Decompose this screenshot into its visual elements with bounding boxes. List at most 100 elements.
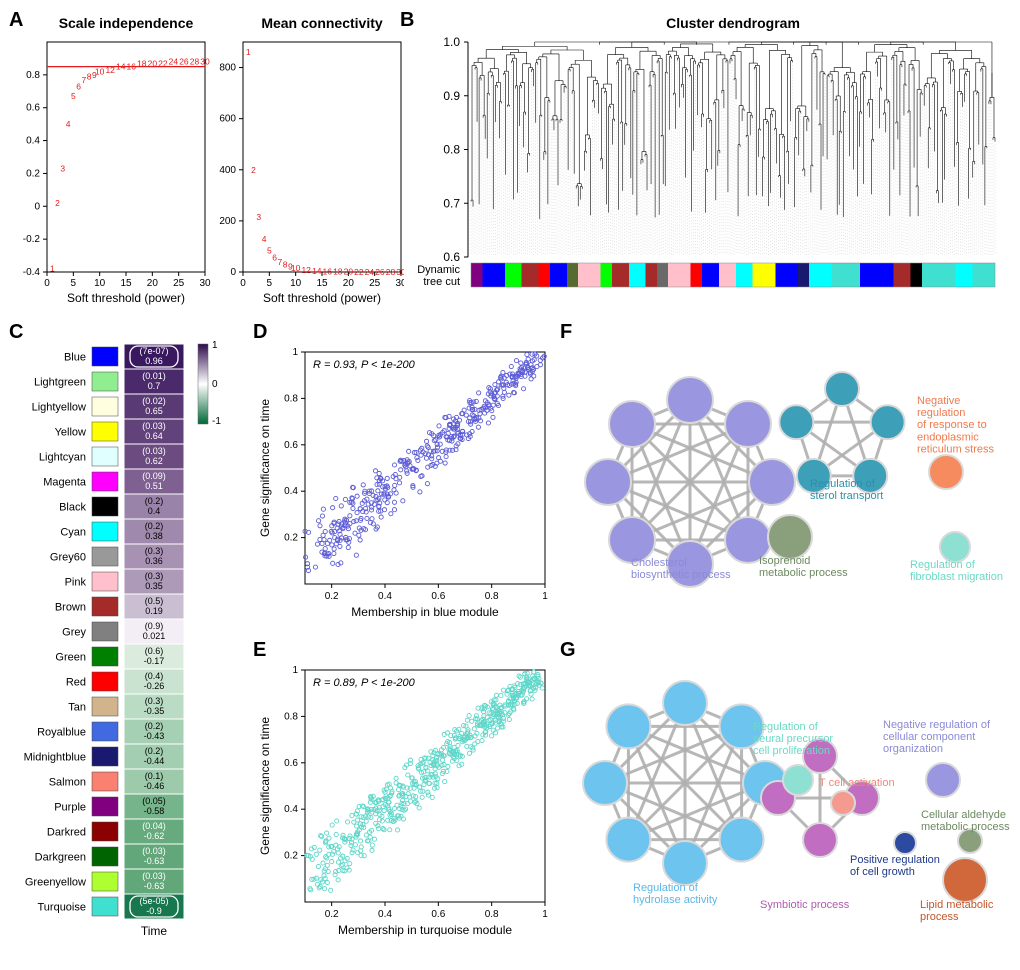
figure: A B C D E F G Scale independence-0.4-0.2…: [0, 0, 1020, 969]
panel-a: Scale independence-0.4-0.200.20.40.60.80…: [9, 12, 404, 312]
svg-text:0.6: 0.6: [284, 758, 298, 769]
svg-text:Pink: Pink: [65, 577, 87, 589]
svg-text:Isoprenoidmetabolic process: Isoprenoidmetabolic process: [759, 555, 848, 579]
svg-text:Cyan: Cyan: [60, 527, 86, 539]
svg-text:25: 25: [173, 278, 185, 289]
svg-text:0.2: 0.2: [325, 909, 339, 920]
svg-text:30: 30: [395, 278, 404, 289]
svg-text:(0.1)-0.46: (0.1)-0.46: [144, 771, 165, 791]
svg-text:0.6: 0.6: [431, 591, 445, 602]
svg-text:2: 2: [251, 165, 256, 175]
svg-text:Mean connectivity: Mean connectivity: [261, 15, 383, 31]
svg-text:Blue: Blue: [64, 352, 86, 364]
svg-text:5: 5: [71, 278, 77, 289]
svg-text:10: 10: [290, 278, 302, 289]
svg-text:18: 18: [333, 267, 343, 277]
svg-text:Yellow: Yellow: [55, 427, 86, 439]
svg-text:20: 20: [343, 278, 355, 289]
svg-text:0.8: 0.8: [485, 909, 499, 920]
svg-text:Regulation ofsterol transport: Regulation ofsterol transport: [810, 478, 883, 502]
svg-text:0.8: 0.8: [485, 591, 499, 602]
svg-text:5: 5: [267, 246, 272, 256]
svg-text:Lightgreen: Lightgreen: [34, 377, 86, 389]
svg-text:0.8: 0.8: [284, 711, 298, 722]
panel-c: Blue(7e-07)0.96Lightgreen(0.01)0.7Lighty…: [4, 330, 252, 970]
svg-text:0: 0: [240, 278, 246, 289]
svg-text:Cluster dendrogram: Cluster dendrogram: [666, 15, 800, 31]
svg-text:(0.3)0.36: (0.3)0.36: [145, 546, 164, 566]
svg-text:0.8: 0.8: [284, 393, 298, 404]
svg-text:600: 600: [219, 114, 236, 125]
svg-text:(0.09)0.51: (0.09)0.51: [142, 471, 166, 491]
svg-text:(0.2)0.38: (0.2)0.38: [145, 521, 164, 541]
svg-text:0.4: 0.4: [284, 804, 298, 815]
svg-text:Regulation offibroblast migrat: Regulation offibroblast migration: [910, 559, 1003, 583]
svg-text:(0.04)-0.62: (0.04)-0.62: [142, 821, 166, 841]
svg-text:14: 14: [116, 62, 126, 72]
svg-text:26: 26: [375, 267, 385, 277]
svg-text:Gene significance on time: Gene significance on time: [258, 717, 272, 855]
svg-text:25: 25: [369, 278, 381, 289]
svg-text:1: 1: [50, 264, 55, 274]
svg-text:-0.2: -0.2: [23, 234, 41, 245]
panel-f: Cholesterolbiosynthetic processRegulatio…: [575, 332, 1020, 642]
svg-text:(0.05)-0.58: (0.05)-0.58: [142, 796, 166, 816]
svg-text:0.7: 0.7: [443, 196, 460, 210]
svg-text:16: 16: [127, 62, 137, 72]
svg-text:-1: -1: [212, 416, 221, 427]
svg-text:12: 12: [105, 65, 115, 75]
svg-text:0.6: 0.6: [284, 440, 298, 451]
svg-text:0.2: 0.2: [325, 591, 339, 602]
svg-text:Scale independence: Scale independence: [59, 15, 194, 31]
svg-text:4: 4: [66, 119, 71, 129]
svg-text:Darkred: Darkred: [47, 827, 86, 839]
svg-text:20: 20: [147, 278, 159, 289]
svg-text:(0.03)0.64: (0.03)0.64: [142, 421, 166, 441]
svg-text:24: 24: [365, 267, 375, 277]
svg-text:15: 15: [120, 278, 132, 289]
svg-text:Royalblue: Royalblue: [37, 727, 86, 739]
svg-text:Negative regulation ofcellular: Negative regulation ofcellular component…: [883, 719, 991, 755]
svg-text:Grey60: Grey60: [50, 552, 86, 564]
svg-text:0.8: 0.8: [443, 143, 460, 157]
svg-text:0.2: 0.2: [284, 851, 298, 862]
svg-text:5: 5: [267, 278, 273, 289]
svg-text:30: 30: [200, 57, 210, 67]
svg-text:3: 3: [256, 212, 261, 222]
svg-text:24: 24: [169, 57, 179, 67]
svg-text:800: 800: [219, 63, 236, 74]
svg-text:Regulation ofhydrolase activit: Regulation ofhydrolase activity: [633, 882, 718, 906]
svg-text:Grey: Grey: [62, 627, 86, 639]
panel-d: 0.20.40.60.810.20.40.60.81Membership in …: [253, 330, 565, 640]
svg-text:0.6: 0.6: [443, 250, 460, 264]
svg-text:0.4: 0.4: [284, 486, 298, 497]
svg-text:Dynamictree cut: Dynamictree cut: [418, 264, 460, 288]
svg-text:(0.3)0.35: (0.3)0.35: [145, 571, 164, 591]
svg-text:8: 8: [283, 260, 288, 270]
svg-text:R = 0.93, P < 1e-200: R = 0.93, P < 1e-200: [313, 359, 416, 371]
svg-text:Time: Time: [141, 924, 168, 938]
svg-text:0.8: 0.8: [26, 70, 40, 81]
svg-text:Magenta: Magenta: [43, 477, 87, 489]
svg-text:15: 15: [316, 278, 328, 289]
svg-text:0: 0: [34, 201, 40, 212]
svg-text:200: 200: [219, 216, 236, 227]
svg-text:0.9: 0.9: [443, 89, 460, 103]
svg-text:Negativeregulationof response: Negativeregulationof response toendoplas…: [917, 395, 995, 455]
svg-text:7: 7: [277, 257, 282, 267]
svg-text:Red: Red: [66, 677, 86, 689]
svg-text:22: 22: [354, 267, 364, 277]
svg-text:1: 1: [542, 591, 548, 602]
svg-text:(0.03)-0.63: (0.03)-0.63: [142, 871, 166, 891]
svg-text:8: 8: [87, 72, 92, 82]
svg-text:0.4: 0.4: [378, 591, 392, 602]
svg-text:2: 2: [55, 198, 60, 208]
svg-text:12: 12: [301, 265, 311, 275]
svg-text:Darkgreen: Darkgreen: [35, 852, 86, 864]
svg-text:0: 0: [212, 379, 218, 390]
svg-text:400: 400: [219, 165, 236, 176]
svg-text:Symbiotic process: Symbiotic process: [760, 899, 850, 911]
svg-text:(0.03)0.62: (0.03)0.62: [142, 446, 166, 466]
svg-text:6: 6: [76, 81, 81, 91]
svg-text:18: 18: [137, 58, 147, 68]
